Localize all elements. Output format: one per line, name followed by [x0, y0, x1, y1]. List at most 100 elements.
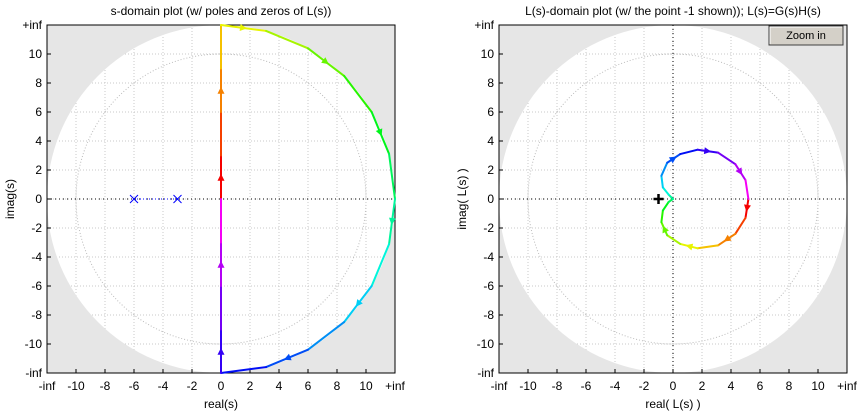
- x-tick-label: 4: [276, 379, 283, 393]
- y-tick-label: -10: [477, 337, 495, 351]
- y-tick-label: -4: [483, 250, 494, 264]
- x-tick-label: 0: [218, 379, 225, 393]
- y-tick-label: -6: [31, 279, 42, 293]
- contour-segment: [660, 209, 664, 224]
- y-tick-label: -4: [31, 250, 42, 264]
- direction-arrow: [239, 24, 248, 31]
- x-tick-label: -8: [552, 379, 563, 393]
- x-tick-label: 8: [334, 379, 341, 393]
- y-axis-label: imag( L(s) ): [455, 168, 469, 229]
- y-tick-label: 10: [481, 47, 495, 61]
- y-tick-label: 8: [487, 76, 494, 90]
- plot-frame: [498, 24, 848, 374]
- y-tick-label: 6: [487, 105, 494, 119]
- contour-segment: [220, 366, 268, 374]
- y-axis-label: imag(s): [3, 179, 17, 219]
- x-tick-label: -6: [129, 379, 140, 393]
- contour-segment: [734, 216, 747, 235]
- y-tick-label: -8: [31, 308, 42, 322]
- x-tick-label: 10: [359, 379, 373, 393]
- x-tick-label: 2: [247, 379, 254, 393]
- direction-arrow: [703, 147, 712, 155]
- y-tick-label: 6: [35, 105, 42, 119]
- critical-point: [653, 194, 664, 204]
- chart-title: s-domain plot (w/ poles and zeros of L(s…: [111, 4, 332, 18]
- direction-arrow: [321, 57, 329, 65]
- x-tick-label: -2: [639, 379, 650, 393]
- contour-segment: [661, 186, 670, 196]
- contour-segment: [388, 152, 396, 200]
- chart-title: L(s)-domain plot (w/ the point -1 shown)…: [525, 4, 821, 18]
- y-tick-label: +inf: [22, 18, 42, 32]
- y-tick-label: 2: [487, 163, 494, 177]
- y-tick-label: 10: [29, 47, 43, 61]
- plot: -inf -10 -8 -6 -4 -2 0 2 4 6 8 10 +inf -inf -10 -8 -6 -4 -…: [3, 4, 406, 411]
- contour-segment: [661, 200, 670, 212]
- direction-arrow: [735, 167, 743, 176]
- contour-segment: [667, 193, 674, 200]
- direction-arrow: [723, 234, 732, 242]
- contour-segment: [679, 148, 699, 156]
- contour-segment: [265, 29, 309, 50]
- x-tick-label: -4: [158, 379, 169, 393]
- x-tick-label: -4: [610, 379, 621, 393]
- direction-arrow: [668, 156, 677, 164]
- x-tick-label: +inf: [837, 379, 857, 393]
- y-tick-label: 0: [35, 192, 42, 206]
- x-tick-label: -inf: [39, 379, 56, 393]
- y-tick-label: -2: [31, 221, 42, 235]
- direction-arrow: [662, 225, 669, 234]
- contour-segment: [696, 244, 719, 250]
- x-axis-label: real( L(s) ): [645, 397, 700, 411]
- direction-arrow: [685, 243, 694, 251]
- x-tick-label: -8: [100, 379, 111, 393]
- contour-segment: [370, 243, 391, 287]
- x-tick-label: +inf: [385, 379, 405, 393]
- x-tick-label: -inf: [491, 379, 508, 393]
- x-tick-label: 6: [757, 379, 764, 393]
- plot: -inf -10 -8 -6 -4 -2 0 2 4 6 8 10 +inf -inf -10 -8 -6 -4 -…: [455, 4, 858, 411]
- contour-segment: [343, 74, 373, 113]
- x-tick-label: 0: [670, 379, 677, 393]
- x-tick-label: -2: [187, 379, 198, 393]
- direction-arrow: [217, 347, 225, 355]
- contour-segment: [660, 174, 664, 189]
- contour-segment: [307, 321, 346, 351]
- zoom-in-button[interactable]: Zoom in: [768, 25, 844, 46]
- button-label[interactable]: Zoom in: [786, 30, 826, 42]
- pole-marker: [173, 194, 182, 204]
- direction-arrow: [389, 217, 396, 226]
- direction-arrow: [375, 128, 383, 137]
- y-tick-label: 2: [35, 163, 42, 177]
- direction-arrow: [217, 260, 225, 268]
- x-axis-label: real(s): [204, 397, 238, 411]
- x-tick-label: -10: [519, 379, 537, 393]
- x-tick-label: 2: [699, 379, 706, 393]
- y-tick-label: -2: [483, 221, 494, 235]
- y-tick-label: 0: [487, 192, 494, 206]
- x-tick-label: 6: [305, 379, 312, 393]
- contour-segment: [666, 234, 682, 245]
- y-tick-label: -6: [483, 279, 494, 293]
- y-tick-label: -8: [483, 308, 494, 322]
- x-tick-label: -6: [581, 379, 592, 393]
- contour-segment: [716, 151, 737, 166]
- button-face[interactable]: [768, 25, 844, 46]
- direction-arrow: [217, 173, 225, 181]
- y-tick-label: 8: [35, 76, 42, 90]
- contour-segment: [744, 179, 750, 200]
- x-tick-label: 8: [786, 379, 793, 393]
- y-tick-label: +inf: [474, 18, 494, 32]
- y-tick-label: 4: [35, 134, 42, 148]
- contour-segment: [660, 161, 669, 177]
- direction-arrow: [744, 204, 751, 212]
- direction-arrow: [283, 353, 292, 361]
- direction-arrow: [217, 86, 225, 94]
- y-tick-label: -inf: [477, 366, 494, 380]
- x-tick-label: 10: [811, 379, 825, 393]
- y-tick-label: -10: [25, 337, 43, 351]
- y-tick-label: 4: [487, 134, 494, 148]
- x-tick-label: -10: [67, 379, 85, 393]
